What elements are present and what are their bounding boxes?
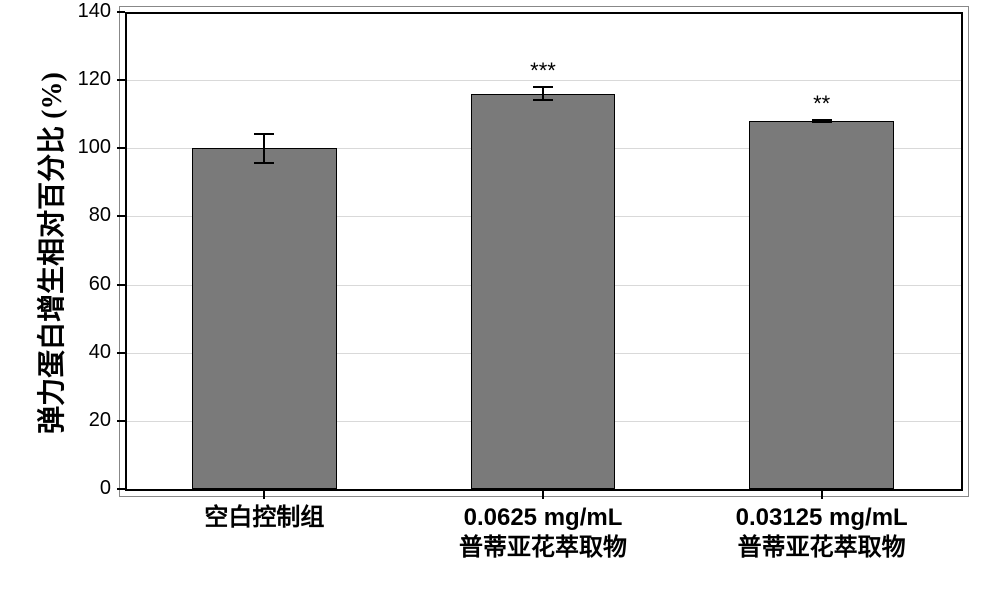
y-tick-mark (117, 79, 125, 81)
y-tick-label: 0 (65, 477, 111, 500)
x-category-label-line1: 空白控制组 (204, 503, 324, 533)
y-tick-mark (117, 284, 125, 286)
significance-label: ** (813, 91, 830, 117)
x-category-label: 0.03125 mg/mL普蒂亚花萃取物 (736, 503, 908, 563)
x-category-label-line1: 0.0625 mg/mL (459, 503, 627, 533)
y-tick-label: 120 (65, 68, 111, 91)
y-tick-label: 40 (65, 341, 111, 364)
y-tick-mark (117, 147, 125, 149)
bar (192, 148, 337, 489)
y-tick-label: 20 (65, 409, 111, 432)
y-tick-label: 80 (65, 204, 111, 227)
bar (471, 94, 616, 489)
x-tick-mark (263, 491, 265, 499)
y-tick-label: 60 (65, 273, 111, 296)
y-tick-label: 140 (65, 0, 111, 23)
y-tick-mark (117, 352, 125, 354)
bar (749, 121, 894, 489)
x-category-label-line2: 普蒂亚花萃取物 (459, 533, 627, 563)
y-tick-mark (117, 488, 125, 490)
x-axis-line (125, 489, 963, 491)
y-tick-mark (117, 420, 125, 422)
significance-label: *** (530, 58, 556, 84)
x-category-label: 0.0625 mg/mL普蒂亚花萃取物 (459, 503, 627, 563)
x-category-label: 空白控制组 (204, 503, 324, 533)
x-tick-mark (542, 491, 544, 499)
y-tick-mark (117, 11, 125, 13)
y-axis-line (125, 12, 127, 491)
y-tick-label: 100 (65, 136, 111, 159)
figure-container: 弹力蛋白增生相对百分比 (%) 020406080100120140 *****… (0, 0, 1000, 596)
y-axis-label: 弹力蛋白增生相对百分比 (%) (30, 53, 70, 453)
x-tick-mark (821, 491, 823, 499)
y-tick-mark (117, 215, 125, 217)
x-category-label-line1: 0.03125 mg/mL (736, 503, 908, 533)
x-category-label-line2: 普蒂亚花萃取物 (736, 533, 908, 563)
